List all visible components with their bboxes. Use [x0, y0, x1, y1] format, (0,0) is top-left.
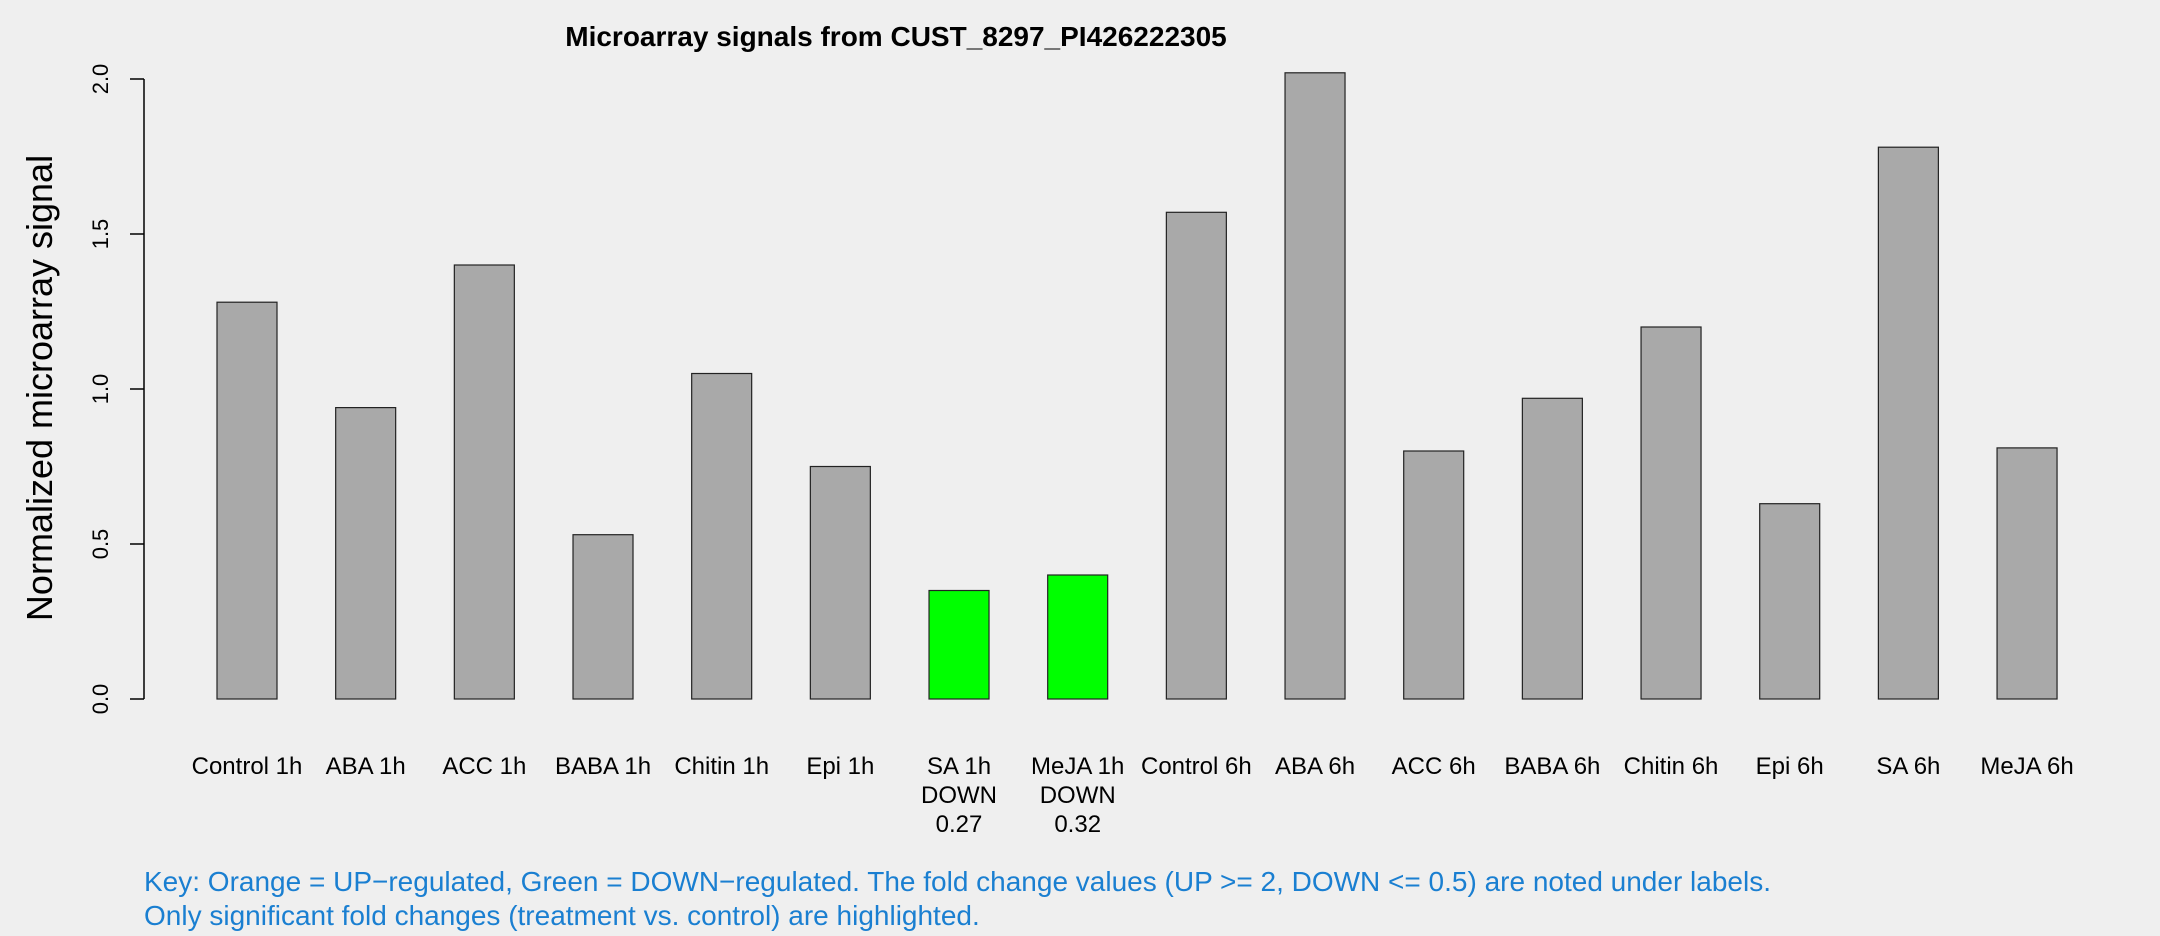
bar-acc-6h: [1403, 450, 1465, 700]
bar-chart: Microarray signals from CUST_8297_PI4262…: [19, 21, 2074, 838]
bar-aba-1h: [335, 407, 397, 700]
x-tick-label: BABA 6h: [1504, 753, 1600, 780]
bar-baba-6h: [1521, 397, 1583, 700]
x-tick-label: Chitin 6h: [1624, 753, 1719, 780]
x-tick-labels: Control 1h ABA 1h ACC 1h BABA 1h Chitin 1h Ep…: [192, 753, 2074, 838]
bar-epi-6h: [1759, 503, 1821, 700]
chart-title: Microarray signals from CUST_8297_PI4262…: [565, 21, 1227, 52]
y-tick-label: 1.5: [88, 219, 113, 250]
bar-chitin-6h: [1640, 326, 1702, 700]
y-tick-label: 0.5: [88, 529, 113, 560]
y-axis: 0.0 0.5 1.0 1.5 2.0: [88, 64, 145, 715]
x-tick-label: SA 1h: [927, 753, 991, 780]
regulation-status-label: DOWN: [921, 782, 997, 809]
x-tick-label: ABA 6h: [1275, 753, 1355, 780]
bars-group: [216, 72, 2058, 700]
x-tick-label: ABA 1h: [326, 753, 406, 780]
bar-meja-1h: [1047, 574, 1109, 700]
y-tick-label: 1.0: [88, 374, 113, 405]
x-tick-label: Chitin 1h: [674, 753, 769, 780]
x-tick-label: Control 1h: [192, 753, 303, 780]
bar-baba-1h: [572, 534, 634, 700]
fold-change-label: 0.27: [936, 811, 983, 838]
key-line-1: Key: Orange = UP−regulated, Green = DOWN…: [144, 866, 1771, 897]
regulation-status-label: DOWN: [1040, 782, 1116, 809]
bar-sa-1h: [928, 589, 990, 700]
x-tick-label: Epi 1h: [806, 753, 874, 780]
bar-epi-1h: [809, 465, 871, 700]
bar-control-6h: [1165, 211, 1227, 700]
bar-sa-6h: [1877, 146, 1939, 700]
y-axis-label: Normalized microarray signal: [19, 155, 60, 621]
y-tick-label: 0.0: [88, 684, 113, 715]
bar-control-1h: [216, 301, 278, 700]
x-tick-label: MeJA 6h: [1980, 753, 2073, 780]
bar-aba-6h: [1284, 72, 1346, 700]
x-tick-label: BABA 1h: [555, 753, 651, 780]
y-tick-label: 2.0: [88, 64, 113, 95]
bar-meja-6h: [1996, 447, 2058, 700]
key-line-2: Only significant fold changes (treatment…: [144, 900, 980, 931]
bar-acc-1h: [453, 264, 515, 700]
fold-change-label: 0.32: [1054, 811, 1101, 838]
x-tick-label: Epi 6h: [1756, 753, 1824, 780]
x-tick-label: ACC 6h: [1392, 753, 1476, 780]
x-tick-label: ACC 1h: [442, 753, 526, 780]
x-tick-label: SA 6h: [1876, 753, 1940, 780]
x-tick-label: Control 6h: [1141, 753, 1252, 780]
x-tick-label: MeJA 1h: [1031, 753, 1124, 780]
bar-chitin-1h: [691, 372, 753, 700]
